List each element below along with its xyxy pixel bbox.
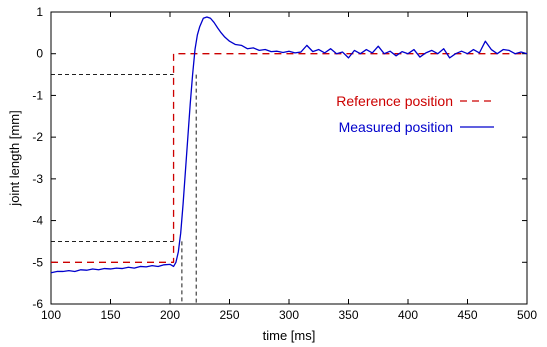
y-tick-labels: -6 -5 -4 -3 -2 -1 0 1: [32, 5, 43, 311]
legend-label-measured: Measured position: [339, 119, 453, 135]
x-tick-label: 150: [100, 308, 120, 322]
y-tick-label: -1: [32, 88, 43, 102]
axis-ticks: [50, 11, 528, 305]
x-tick-label: 250: [219, 308, 239, 322]
x-tick-label: 400: [398, 308, 418, 322]
x-tick-label: 500: [517, 308, 537, 322]
y-tick-label: -6: [32, 297, 43, 311]
x-tick-label: 450: [457, 308, 477, 322]
series-layer: [50, 16, 528, 274]
plot-frame: [50, 11, 528, 305]
y-tick-label: 0: [36, 47, 43, 61]
y-tick-label: 1: [36, 5, 43, 19]
x-tick-label: 100: [41, 308, 61, 322]
series-line-measured: [50, 16, 528, 274]
x-tick-label: 350: [338, 308, 358, 322]
series-line-reference: [51, 53, 527, 263]
x-axis-title: time [ms]: [263, 328, 316, 343]
x-tick-label: 200: [160, 308, 180, 322]
legend: Reference position Measured position: [336, 93, 494, 135]
y-tick-label: -2: [32, 130, 43, 144]
plot-area: [50, 11, 528, 305]
y-tick-label: -5: [32, 255, 43, 269]
y-tick-label: -3: [32, 172, 43, 186]
x-tick-label: 300: [279, 308, 299, 322]
legend-label-reference: Reference position: [336, 93, 453, 109]
x-tick-labels: 100 150 200 250 300 350 400 450 500: [41, 308, 537, 322]
y-axis-title: joint length [mm]: [7, 110, 22, 206]
y-tick-label: -4: [32, 214, 43, 228]
guide-lines: [51, 74, 197, 304]
